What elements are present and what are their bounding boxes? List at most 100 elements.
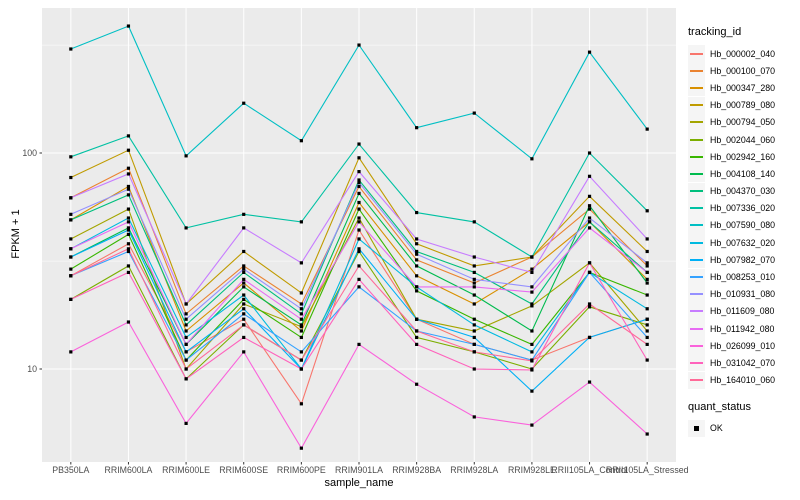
legend-item: Hb_004370_030 [688, 182, 798, 200]
black-square-marker-icon [694, 425, 699, 431]
data-point [69, 196, 73, 200]
data-point [530, 342, 534, 346]
legend-swatch-line [690, 172, 703, 175]
y-tick-label: 100 [22, 148, 37, 158]
data-point [357, 342, 361, 346]
data-point [587, 220, 592, 224]
legend-swatch-line [690, 310, 703, 313]
data-point [126, 166, 131, 170]
data-point [184, 421, 188, 425]
data-point [645, 323, 649, 327]
data-point [242, 317, 246, 321]
data-point [357, 180, 361, 185]
data-point [242, 264, 246, 268]
legend-item: Hb_000347_280 [688, 79, 798, 97]
data-point [472, 415, 476, 419]
legend-item: Hb_026099_010 [688, 337, 798, 355]
data-point [472, 335, 476, 340]
data-point [357, 228, 361, 232]
legend-key [688, 96, 705, 114]
y-axis-title: FPKM + 1 [10, 209, 22, 259]
data-point [126, 193, 131, 197]
x-tick-label: RRIM928LA [450, 465, 498, 475]
data-point [472, 317, 476, 321]
legend-key [688, 62, 705, 80]
legend-swatch-line [690, 86, 703, 89]
legend-swatch-line [690, 121, 703, 124]
data-point [587, 207, 592, 211]
legend-item: Hb_007590_080 [688, 216, 798, 234]
data-point [69, 255, 73, 259]
data-point [69, 212, 73, 216]
legend-item-label: Hb_026099_010 [710, 340, 776, 351]
data-point [299, 312, 303, 316]
data-point [126, 172, 131, 176]
data-point [587, 151, 592, 155]
x-tick-label: RRII105LA_Control [551, 465, 627, 475]
data-point [184, 342, 188, 346]
legend-tracking-title: tracking_id [688, 26, 742, 38]
data-point [126, 226, 131, 230]
data-point [645, 432, 649, 436]
data-point [242, 101, 246, 105]
legend-key [688, 216, 705, 234]
data-point [299, 261, 303, 265]
data-point [645, 270, 649, 275]
data-point [357, 142, 361, 146]
legend-item-label: Hb_011609_080 [710, 306, 775, 317]
data-point [69, 274, 73, 278]
data-point [184, 302, 188, 306]
data-point [299, 350, 303, 354]
legend-quant-items: OK [688, 419, 798, 437]
legend-item-label: Hb_002942_160 [710, 151, 776, 162]
data-point [299, 358, 303, 362]
data-point [242, 307, 246, 311]
legend-key [688, 234, 705, 252]
data-point [645, 307, 649, 311]
data-point [472, 367, 476, 371]
legend-quant-key [688, 419, 705, 437]
legend-key [688, 79, 705, 97]
legend-swatch-line [690, 52, 703, 55]
data-point [126, 228, 131, 232]
legend-quant-block: quant_status OK [688, 401, 798, 437]
data-point [242, 267, 246, 271]
legend-swatch-line [690, 224, 703, 227]
legend-key [688, 285, 705, 303]
data-point [472, 323, 476, 327]
legend-swatch-line [690, 104, 703, 107]
x-tick-label: RRIM600SE [219, 465, 268, 475]
data-point [126, 207, 131, 211]
data-point [415, 382, 419, 386]
data-point [242, 323, 246, 327]
data-point [184, 358, 188, 362]
legend-key [688, 354, 705, 372]
data-point [184, 317, 188, 321]
y-tick-label: 10 [27, 364, 37, 374]
data-point [242, 226, 246, 230]
data-point [184, 335, 188, 340]
data-point [587, 226, 592, 230]
data-point [415, 329, 419, 333]
data-point [299, 335, 303, 340]
legend-swatch-line [690, 190, 703, 193]
legend-item-label: Hb_004370_030 [710, 186, 776, 197]
legend-item: Hb_031042_070 [688, 354, 798, 372]
legend-items: Hb_000002_040 Hb_000100_070 Hb_000347_280 H… [688, 45, 798, 389]
legend-key [688, 371, 705, 389]
legend-item-label: Hb_000794_050 [710, 117, 776, 128]
data-point [299, 325, 303, 329]
data-point [357, 264, 361, 268]
data-point [357, 247, 361, 251]
data-point [415, 342, 419, 346]
legend-item-label: Hb_007982_070 [710, 254, 776, 265]
legend-item-label: Hb_031042_070 [710, 357, 776, 368]
data-point [530, 368, 534, 372]
data-point [69, 247, 73, 251]
data-point [530, 270, 534, 275]
data-point [126, 24, 131, 28]
legend-key [688, 320, 705, 338]
legend-key [688, 148, 705, 166]
data-point [126, 320, 131, 324]
